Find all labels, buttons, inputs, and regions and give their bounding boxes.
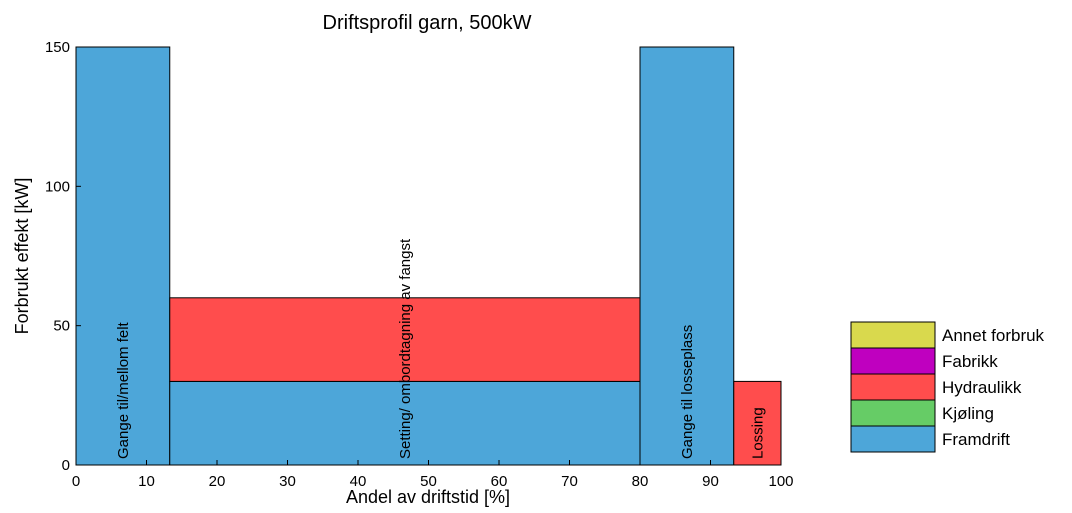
x-tick-label: 40 [350,473,367,490]
legend: Annet forbruk Fabrikk Hydraulikk Kjøling Fra… [850,321,1045,453]
x-tick-label: 20 [209,473,226,490]
x-tick-label: 60 [491,473,508,490]
bar-label-4: Lossing [749,407,766,459]
legend-swatch-framdrift [850,425,936,453]
bar-labels: Gange til/mellom felt Setting/ ombordtagn… [115,238,767,459]
x-tick-label: 10 [138,473,155,490]
legend-swatch-hydraulikk [850,373,936,401]
y-tick-label: 150 [45,39,70,56]
x-tick-label: 50 [420,473,437,490]
x-tick-label: 100 [768,473,793,490]
legend-swatch-fabrikk [850,347,936,375]
legend-swatch-annet-forbruk [850,321,936,349]
bar-2-framdrift [169,380,641,466]
legend-label-kj-ling: Kjøling [942,404,994,423]
legend-swatch-kj-ling [850,399,936,427]
bar-3-framdrift [639,46,735,466]
y-tick-label: 50 [53,318,70,335]
bar-label-2: Setting/ ombordtagning av fangst [397,238,414,459]
x-tick-label: 90 [702,473,719,490]
x-tick-label: 30 [279,473,296,490]
axes: 0 10 20 30 40 50 60 70 80 90 100 0 50 100 150 [45,39,794,490]
legend-label-hydraulikk: Hydraulikk [942,378,1022,397]
legend-label-fabrikk: Fabrikk [942,352,998,371]
bar-label-1: Gange til/mellom felt [115,321,132,459]
bar-2-hydraulikk [169,297,641,382]
x-axis-label: Andel av driftstid [%] [346,487,510,507]
x-tick-label: 70 [561,473,578,490]
bar-label-3: Gange til losseplass [679,325,696,459]
y-tick-label: 100 [45,178,70,195]
y-axis-label: Forbrukt effekt [kW] [12,178,32,335]
bar-1-framdrift [75,46,171,466]
x-tick-label: 0 [72,473,80,490]
legend-label-annet-forbruk: Annet forbruk [942,326,1045,345]
x-tick-label: 80 [632,473,649,490]
legend-label-framdrift: Framdrift [942,430,1010,449]
chart-title: Driftsprofil garn, 500kW [323,12,532,34]
bars [75,46,782,466]
y-tick-label: 0 [62,457,70,474]
